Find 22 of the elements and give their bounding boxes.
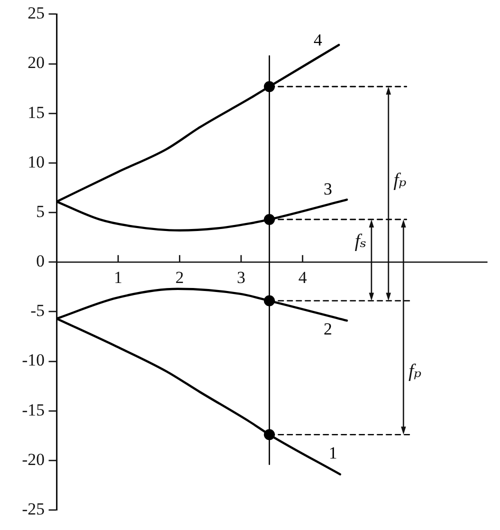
series-label: 4: [314, 30, 323, 50]
series-label: 1: [328, 444, 338, 463]
series-label: 2: [324, 320, 332, 339]
y-tick-label: 15: [28, 102, 45, 122]
annotation: fₚ: [393, 170, 407, 191]
y-tick-label: -15: [22, 400, 45, 420]
y-tick-label: -25: [22, 499, 45, 518]
y-tick-label: 25: [28, 4, 45, 23]
x-tick-label: 3: [236, 268, 246, 287]
annotation: fₛ: [354, 231, 366, 252]
x-tick-label: 4: [298, 268, 308, 287]
x-tick-label: 1: [114, 268, 122, 287]
y-tick-label: 10: [28, 152, 45, 172]
y-tick-label: -5: [30, 301, 45, 320]
series-label: 3: [324, 180, 332, 199]
annotation: fₚ: [408, 361, 422, 382]
y-tick-label: -10: [22, 350, 45, 370]
y-tick-label: 5: [36, 202, 45, 221]
x-tick-label: 2: [175, 268, 184, 287]
y-tick-label: -20: [22, 450, 45, 469]
y-tick-label: 20: [28, 53, 45, 72]
y-tick-label: 0: [36, 252, 45, 271]
